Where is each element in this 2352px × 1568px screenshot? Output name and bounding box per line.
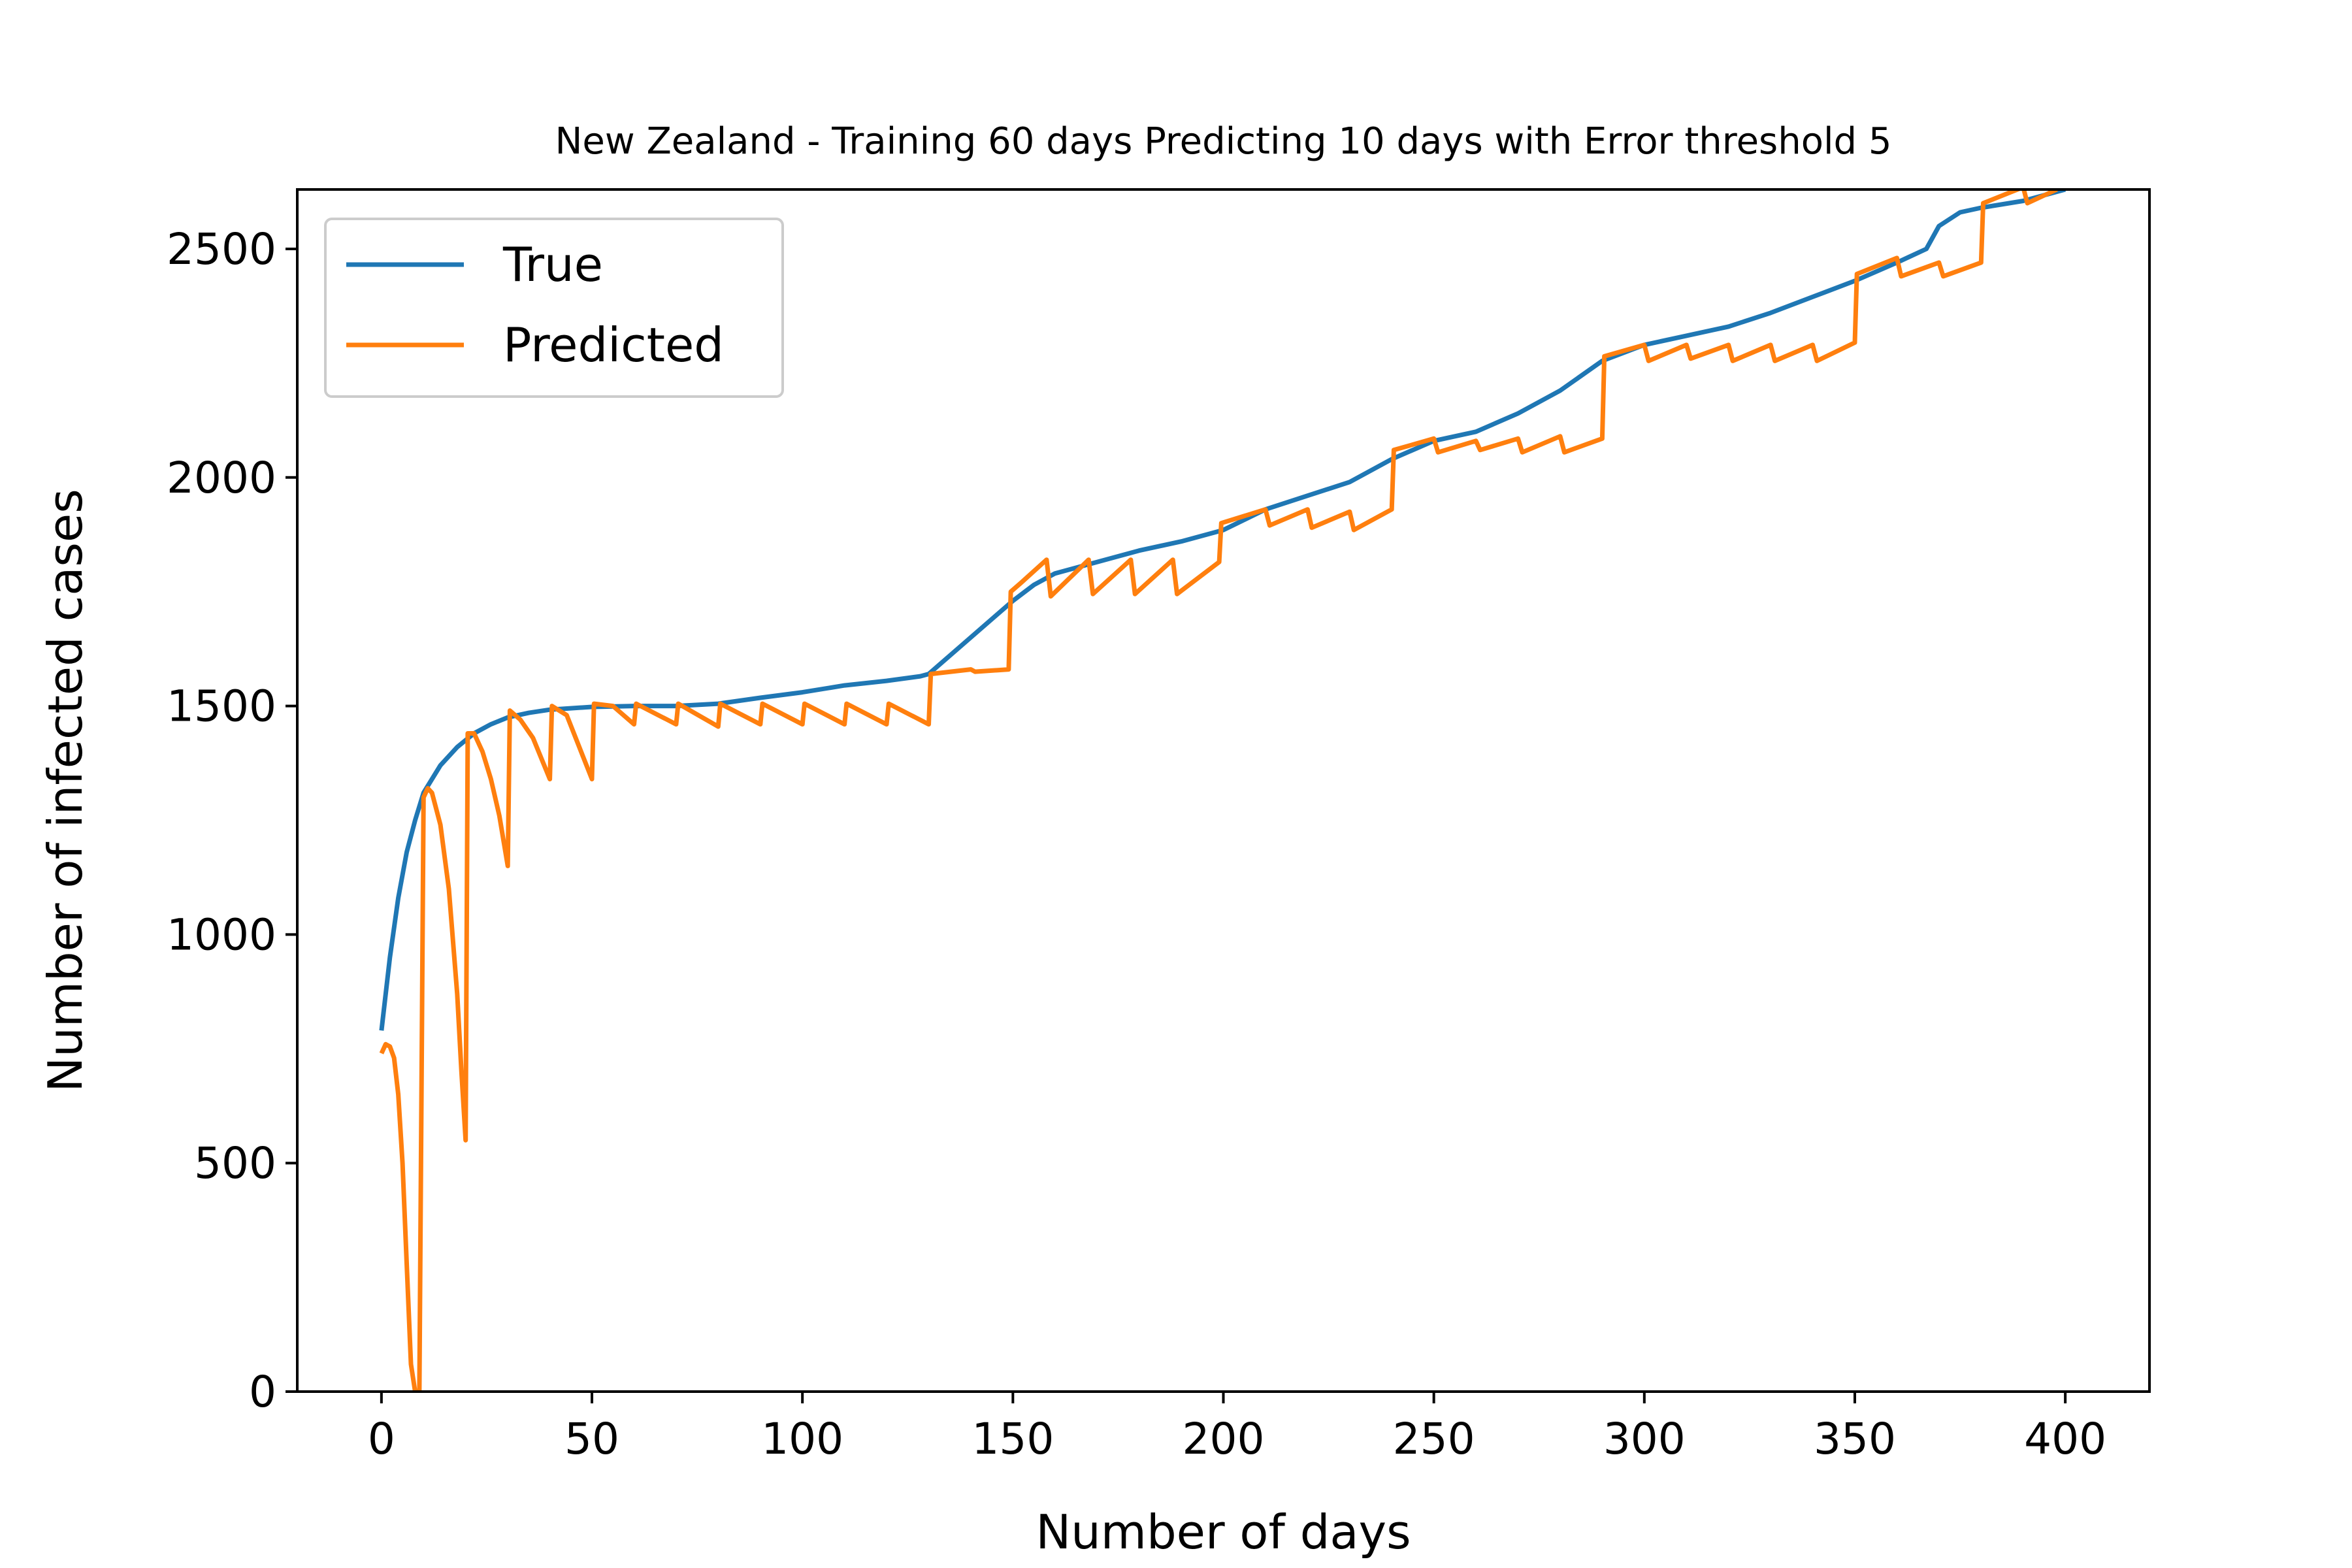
x-tick-label: 0	[368, 1414, 395, 1464]
x-tick-label: 300	[1603, 1414, 1686, 1464]
y-tick-label: 1500	[167, 681, 276, 732]
y-tick-label: 1000	[167, 909, 276, 960]
x-axis-label: Number of days	[1036, 1505, 1411, 1560]
legend: True Predicted	[324, 218, 784, 398]
x-tick-label: 200	[1183, 1414, 1265, 1464]
series-line-predicted	[379, 189, 2058, 1392]
x-tick-label: 250	[1393, 1414, 1475, 1464]
x-axis: 0 50 100 150 200 250 300 350 400	[368, 1392, 2106, 1464]
y-tick-label: 2500	[167, 224, 276, 274]
x-tick-label: 100	[761, 1414, 843, 1464]
series-group	[379, 189, 2066, 1392]
chart-title: New Zealand - Training 60 days Predictin…	[555, 120, 1892, 163]
series-line-true	[379, 189, 2066, 1031]
legend-label-predicted: Predicted	[503, 318, 724, 372]
x-tick-label: 150	[972, 1414, 1054, 1464]
x-tick-label: 50	[564, 1414, 619, 1464]
y-axis: 0 500 1000 1500 2000 2500	[167, 224, 297, 1417]
x-tick-label: 350	[1814, 1414, 1896, 1464]
y-axis-label: Number of infected cases	[38, 489, 93, 1092]
legend-label-true: True	[502, 237, 603, 292]
y-tick-label: 0	[249, 1367, 276, 1417]
x-tick-label: 400	[2024, 1414, 2106, 1464]
y-tick-label: 500	[194, 1138, 276, 1188]
y-tick-label: 2000	[167, 453, 276, 503]
